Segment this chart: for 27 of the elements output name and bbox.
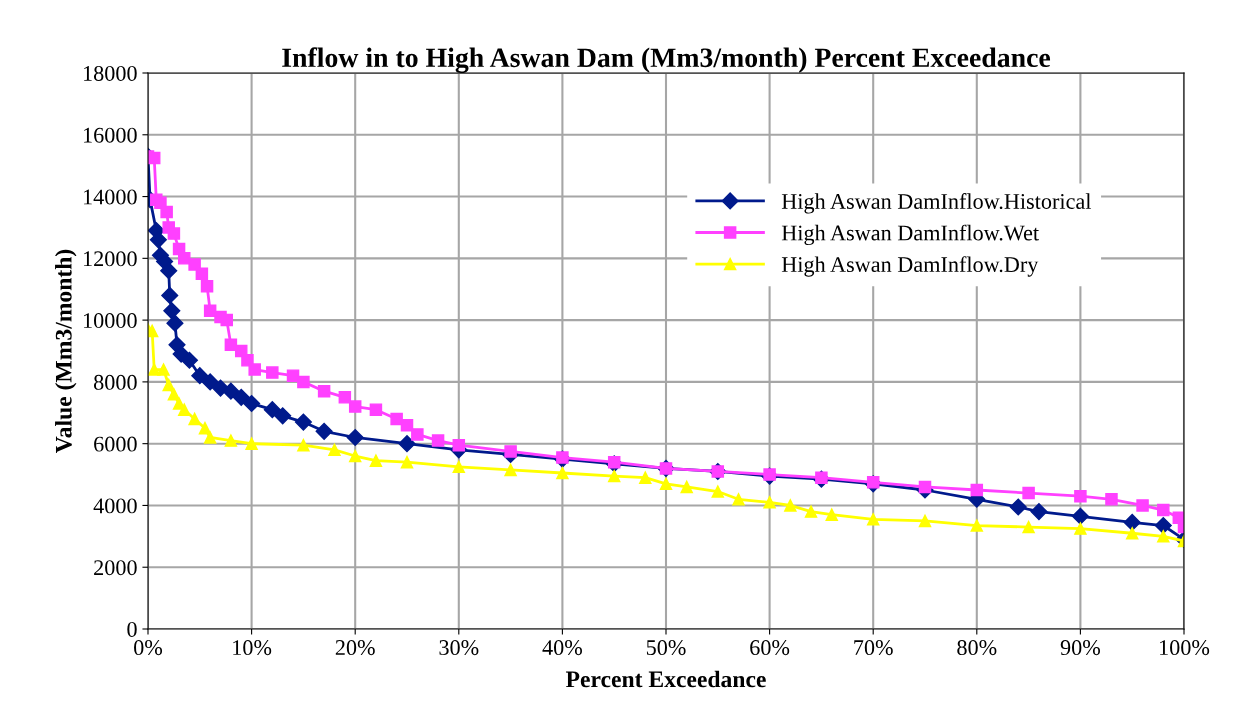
y-tick-label: 10000	[83, 313, 137, 329]
x-tick-label: 100%	[1160, 640, 1210, 656]
x-tick-label: 0%	[134, 640, 163, 656]
y-tick-label: 2000	[94, 560, 137, 576]
y-tick-label: 8000	[93, 374, 137, 390]
y-tick-label: 12000	[83, 251, 137, 267]
y-tick-label: 16000	[83, 127, 137, 143]
x-tick-label: 60%	[750, 640, 790, 656]
y-axis-title: Value (Mm3/month)	[55, 249, 77, 453]
legend-label: High Aswan DamInflow.Wet	[781, 224, 1039, 246]
y-tick-label: 6000	[94, 436, 137, 452]
y-tick-label: 4000	[93, 498, 137, 514]
y-tick-label: 18000	[83, 65, 137, 81]
chart-title: Inflow in to High Aswan Dam (Mm3/month) Percent Exceedance	[282, 47, 1051, 73]
y-tick-label: 0	[127, 621, 137, 637]
x-axis-title: Percent Exceedance	[565, 670, 766, 688]
x-tick-label: 30%	[439, 640, 479, 656]
legend-label: High Aswan DamInflow.Dry	[781, 256, 1039, 277]
x-tick-label: 20%	[335, 640, 375, 656]
x-tick-label: 40%	[542, 640, 583, 656]
y-tick-label: 14000	[83, 189, 137, 205]
x-tick-label: 90%	[1060, 640, 1101, 656]
x-tick-label: 10%	[233, 640, 272, 656]
x-tick-label: 50%	[646, 640, 686, 656]
legend-label: High Aswan DamInflow.Historical	[781, 193, 1092, 214]
x-tick-label: 80%	[957, 640, 997, 656]
x-tick-label: 70%	[854, 640, 893, 656]
